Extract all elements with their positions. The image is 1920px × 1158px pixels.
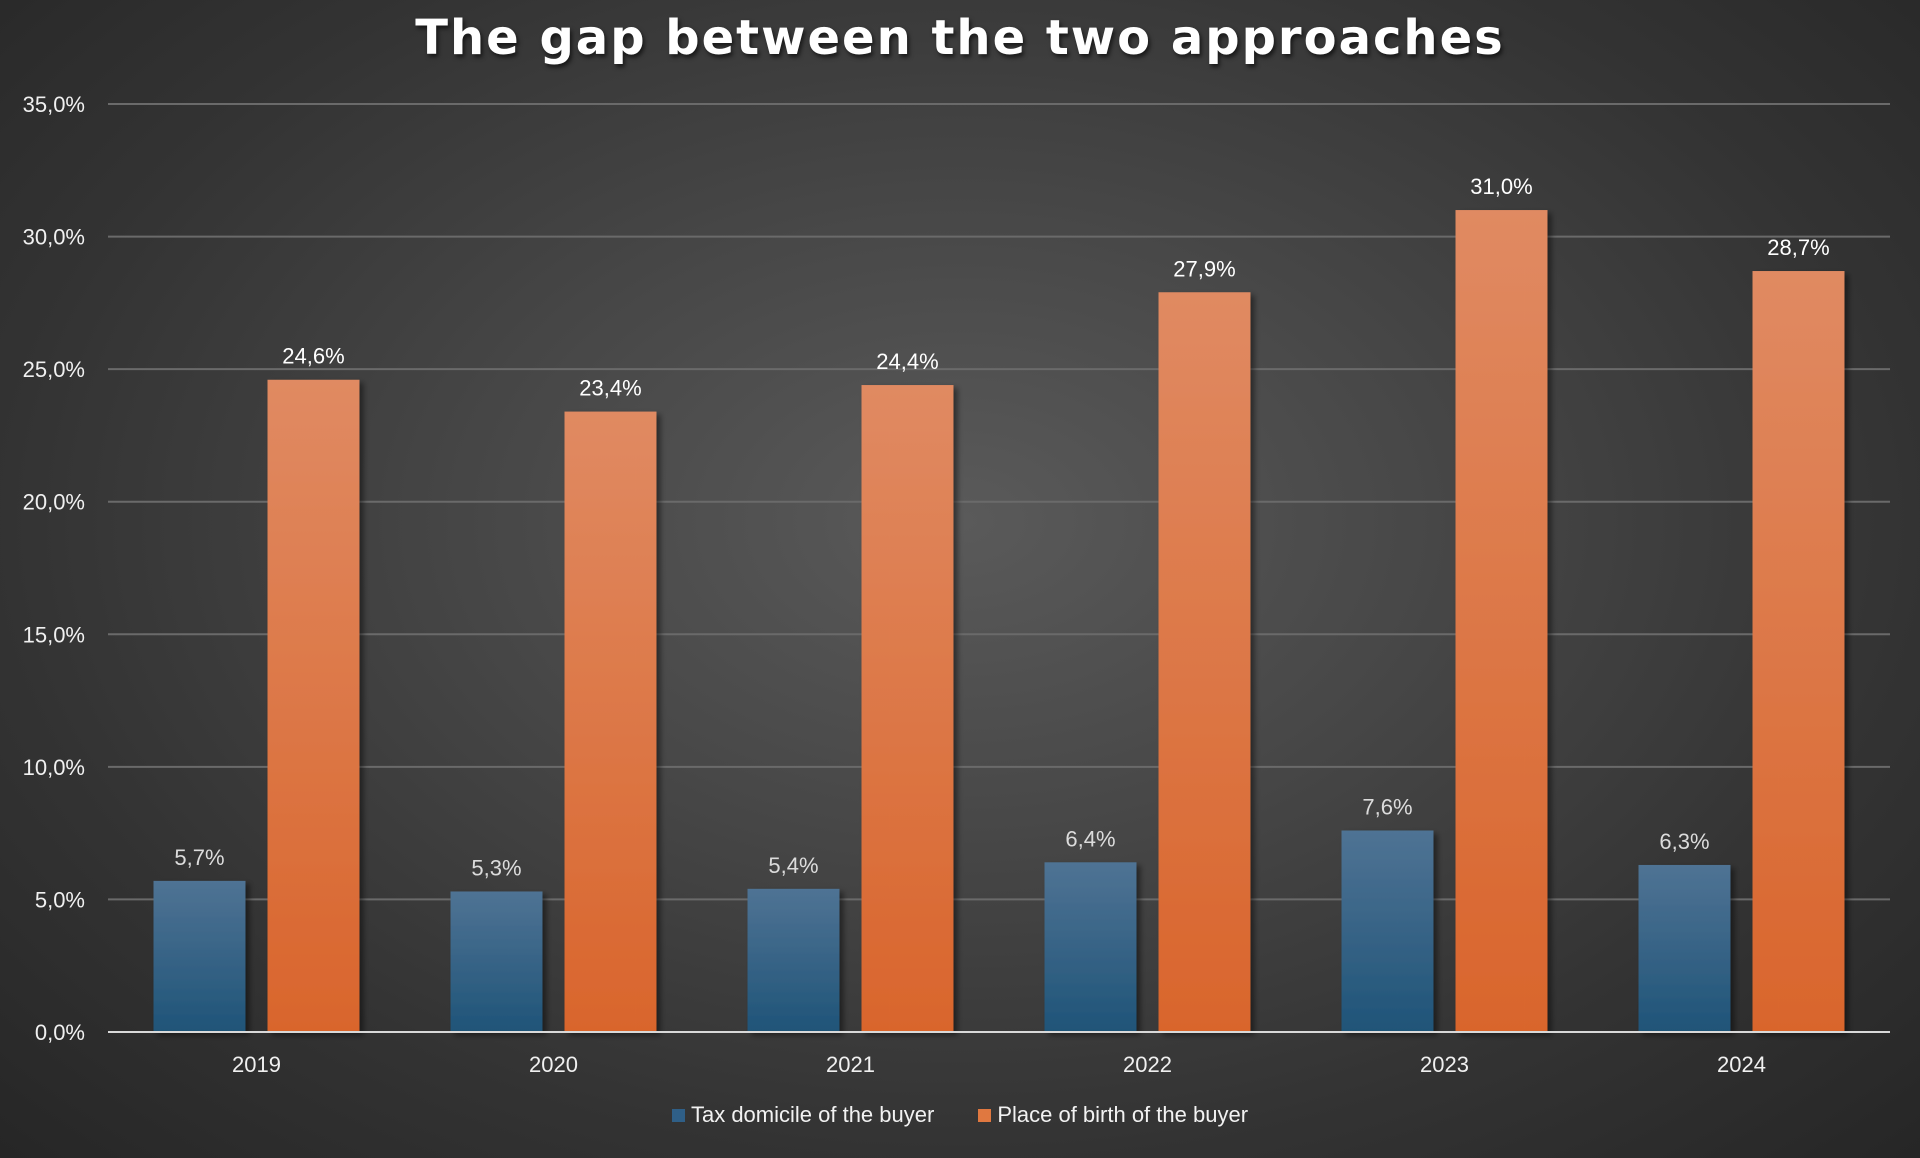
data-labels: 5,7% 24,6% 5,3% 23,4% 5,4% 24,4% 6,4% 27,9% 7,6%… bbox=[174, 174, 1829, 880]
legend-item-place-of-birth[interactable]: Place of birth of the buyer bbox=[978, 1102, 1248, 1128]
data-label: 24,4% bbox=[876, 349, 938, 374]
bar-place-of-birth-2024 bbox=[1752, 271, 1845, 1032]
y-tick-label: 0,0% bbox=[35, 1020, 85, 1045]
bar-place-of-birth-2019 bbox=[267, 379, 360, 1033]
bar-place-of-birth-2021 bbox=[861, 385, 954, 1033]
data-label: 5,3% bbox=[471, 855, 521, 880]
bar-tax-domicile-2021 bbox=[747, 888, 840, 1032]
y-tick-label: 35,0% bbox=[23, 92, 85, 117]
data-label: 28,7% bbox=[1767, 235, 1829, 260]
chart-title: The gap between the two approaches bbox=[415, 10, 1505, 66]
bar-tax-domicile-2024 bbox=[1638, 864, 1731, 1032]
bar-tax-domicile-2023 bbox=[1341, 830, 1434, 1032]
bar-place-of-birth-2022 bbox=[1158, 292, 1251, 1032]
data-label: 23,4% bbox=[579, 376, 641, 401]
data-label: 5,7% bbox=[174, 845, 224, 870]
y-tick-label: 25,0% bbox=[23, 357, 85, 382]
x-axis-tick-labels: 2019 2020 2021 2022 2023 2024 bbox=[232, 1052, 1766, 1077]
y-tick-label: 15,0% bbox=[23, 622, 85, 647]
legend-label: Place of birth of the buyer bbox=[997, 1102, 1249, 1127]
data-label: 7,6% bbox=[1362, 794, 1412, 819]
x-tick-label: 2022 bbox=[1123, 1052, 1172, 1077]
bar-tax-domicile-2020 bbox=[450, 891, 543, 1032]
legend-label: Tax domicile of the buyer bbox=[690, 1102, 935, 1127]
data-label: 31,0% bbox=[1470, 174, 1532, 199]
data-label: 6,4% bbox=[1065, 826, 1115, 851]
y-tick-label: 10,0% bbox=[23, 755, 85, 780]
y-tick-label: 5,0% bbox=[35, 887, 85, 912]
gridlines bbox=[108, 103, 1890, 901]
legend-swatch-blue bbox=[671, 1108, 685, 1122]
legend-swatch-orange bbox=[978, 1108, 992, 1122]
bar-tax-domicile-2022 bbox=[1044, 862, 1137, 1032]
x-tick-label: 2024 bbox=[1717, 1052, 1766, 1077]
y-axis-tick-labels: 0,0% 5,0% 10,0% 15,0% 20,0% 25,0% 30,0% 35,0% bbox=[23, 92, 85, 1045]
legend-item-tax-domicile[interactable]: Tax domicile of the buyer bbox=[671, 1102, 935, 1128]
x-tick-label: 2021 bbox=[826, 1052, 875, 1077]
data-label: 6,3% bbox=[1659, 829, 1709, 854]
legend: Tax domicile of the buyer Place of birth… bbox=[0, 1102, 1920, 1128]
data-label: 5,4% bbox=[768, 853, 818, 878]
x-tick-label: 2019 bbox=[232, 1052, 281, 1077]
bar-place-of-birth-2020 bbox=[564, 411, 657, 1033]
bars bbox=[153, 210, 1845, 1033]
x-tick-label: 2020 bbox=[529, 1052, 578, 1077]
x-tick-label: 2023 bbox=[1420, 1052, 1469, 1077]
y-tick-label: 30,0% bbox=[23, 225, 85, 250]
data-label: 24,6% bbox=[282, 344, 344, 369]
data-label: 27,9% bbox=[1173, 256, 1235, 281]
bar-tax-domicile-2019 bbox=[153, 880, 246, 1032]
bar-place-of-birth-2023 bbox=[1455, 210, 1548, 1033]
y-tick-label: 20,0% bbox=[23, 490, 85, 515]
